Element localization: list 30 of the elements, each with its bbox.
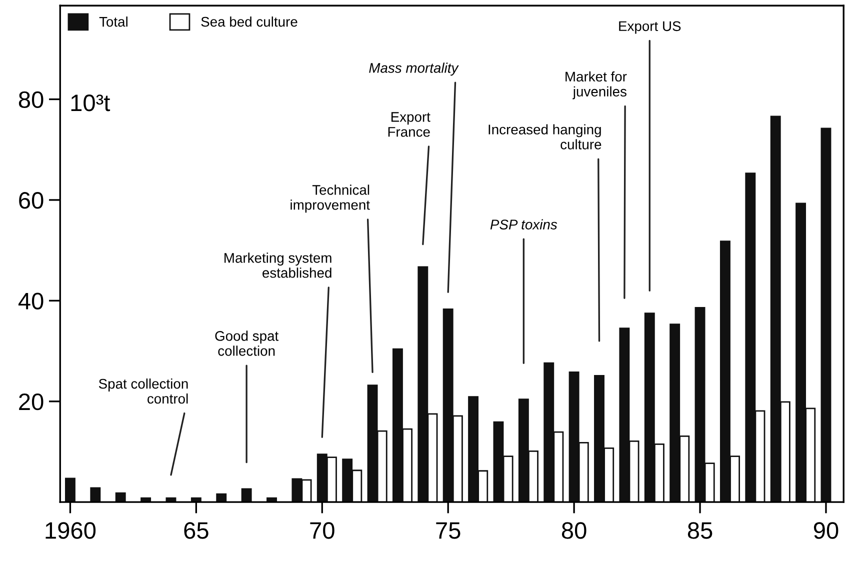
bar <box>64 478 76 502</box>
y-tick-label: 60 <box>19 192 44 209</box>
legend-label: Sea bed culture <box>201 16 298 27</box>
annotation: Increased hanging culture <box>488 124 602 150</box>
legend-label: Total <box>99 16 128 27</box>
bar <box>820 128 832 502</box>
bar <box>241 488 252 502</box>
bar <box>115 492 126 502</box>
x-tick-label: 1960 <box>46 522 96 539</box>
bar <box>216 493 227 502</box>
annotation: PSP toxins <box>490 219 558 230</box>
x-tick-label: 75 <box>436 522 460 539</box>
y-tick-label: 20 <box>19 393 44 410</box>
x-tick-label: 70 <box>310 522 334 539</box>
annotation: Spat collection control <box>98 378 188 404</box>
y-axis-title: 10³t <box>71 94 110 112</box>
annotation: Technical improvement <box>290 184 370 213</box>
y-tick-label: 40 <box>18 292 44 310</box>
y-tick-label: 80 <box>18 91 44 108</box>
annotation: Good spat collection <box>215 330 278 356</box>
annotation: Export US <box>619 21 681 34</box>
annotation: Mass mortality <box>369 62 459 76</box>
x-tick-label: 80 <box>562 522 586 539</box>
x-tick-label: 65 <box>184 522 208 539</box>
annotation: Export France <box>388 112 430 137</box>
annotation: Marketing system established <box>224 252 332 278</box>
annotation: Market for juveniles <box>566 71 627 100</box>
bar <box>90 487 101 502</box>
x-tick-label: 90 <box>814 522 838 539</box>
x-tick-label: 85 <box>688 522 712 539</box>
